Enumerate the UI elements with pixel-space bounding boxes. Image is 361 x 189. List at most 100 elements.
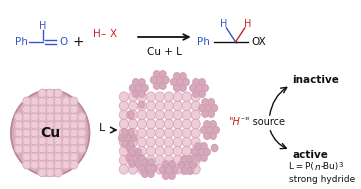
Circle shape	[62, 129, 70, 137]
Text: Ph: Ph	[14, 37, 27, 47]
Circle shape	[128, 140, 134, 147]
Circle shape	[46, 168, 54, 177]
Circle shape	[160, 167, 166, 174]
Circle shape	[78, 137, 86, 145]
Circle shape	[70, 153, 78, 161]
Circle shape	[160, 71, 166, 78]
Circle shape	[182, 92, 191, 102]
Circle shape	[212, 145, 218, 152]
Circle shape	[15, 145, 23, 153]
Circle shape	[182, 119, 191, 129]
Text: +: +	[73, 35, 84, 49]
Circle shape	[160, 82, 166, 89]
Circle shape	[138, 137, 146, 147]
Circle shape	[39, 113, 46, 121]
Circle shape	[155, 110, 164, 120]
Circle shape	[119, 101, 128, 111]
Circle shape	[70, 145, 78, 153]
Circle shape	[204, 121, 210, 128]
Circle shape	[180, 84, 186, 91]
Circle shape	[70, 137, 78, 145]
Circle shape	[198, 149, 204, 156]
Circle shape	[191, 164, 200, 174]
Circle shape	[135, 149, 142, 156]
Text: inactive: inactive	[292, 75, 339, 85]
Circle shape	[122, 129, 128, 136]
Circle shape	[182, 164, 191, 174]
Circle shape	[191, 92, 200, 102]
Circle shape	[39, 153, 46, 161]
Circle shape	[23, 129, 30, 137]
Circle shape	[54, 160, 62, 169]
Circle shape	[54, 129, 62, 137]
Circle shape	[46, 113, 54, 121]
Circle shape	[151, 164, 157, 171]
Circle shape	[164, 119, 173, 129]
Circle shape	[31, 97, 38, 105]
Circle shape	[174, 73, 180, 80]
Circle shape	[164, 164, 173, 174]
Circle shape	[191, 137, 200, 147]
Circle shape	[54, 137, 62, 145]
Circle shape	[139, 164, 145, 171]
Circle shape	[31, 113, 38, 121]
Circle shape	[204, 149, 210, 156]
Circle shape	[39, 160, 46, 169]
Circle shape	[155, 92, 164, 102]
Circle shape	[31, 160, 38, 169]
Circle shape	[138, 92, 146, 102]
Circle shape	[23, 160, 30, 169]
Circle shape	[39, 89, 46, 98]
Circle shape	[118, 135, 125, 142]
Text: O: O	[59, 37, 68, 47]
Circle shape	[191, 146, 200, 156]
Circle shape	[129, 110, 137, 120]
Circle shape	[163, 77, 169, 84]
Circle shape	[155, 155, 164, 165]
Circle shape	[136, 84, 142, 91]
Circle shape	[129, 164, 137, 174]
Circle shape	[207, 126, 213, 133]
Circle shape	[129, 149, 135, 156]
Circle shape	[164, 110, 173, 120]
Circle shape	[213, 126, 219, 133]
Circle shape	[202, 110, 208, 117]
Text: active: active	[292, 150, 328, 160]
Circle shape	[126, 143, 135, 153]
Circle shape	[39, 121, 46, 129]
Circle shape	[119, 119, 128, 129]
Circle shape	[119, 92, 128, 102]
Circle shape	[119, 146, 128, 156]
Circle shape	[70, 97, 78, 105]
Circle shape	[155, 146, 164, 156]
Text: H: H	[39, 21, 47, 31]
Circle shape	[62, 113, 70, 121]
Circle shape	[31, 145, 38, 153]
Circle shape	[202, 84, 208, 91]
Circle shape	[54, 153, 62, 161]
Circle shape	[142, 84, 148, 91]
Circle shape	[196, 84, 202, 91]
Circle shape	[141, 167, 147, 174]
Circle shape	[62, 121, 70, 129]
Circle shape	[15, 129, 23, 137]
Circle shape	[169, 172, 175, 179]
Circle shape	[138, 155, 146, 165]
Circle shape	[173, 128, 182, 138]
Circle shape	[31, 121, 38, 129]
Text: Cu: Cu	[40, 126, 60, 140]
Circle shape	[70, 121, 78, 129]
Circle shape	[208, 99, 214, 106]
Circle shape	[173, 137, 182, 147]
Circle shape	[46, 97, 54, 105]
Circle shape	[23, 113, 30, 121]
Circle shape	[31, 137, 38, 145]
Circle shape	[62, 97, 70, 105]
Text: -Bu): -Bu)	[321, 163, 339, 171]
Text: OX: OX	[251, 37, 266, 47]
Circle shape	[54, 145, 62, 153]
Text: " source: " source	[245, 117, 285, 127]
Circle shape	[208, 110, 214, 117]
Circle shape	[164, 146, 173, 156]
Circle shape	[127, 111, 134, 119]
